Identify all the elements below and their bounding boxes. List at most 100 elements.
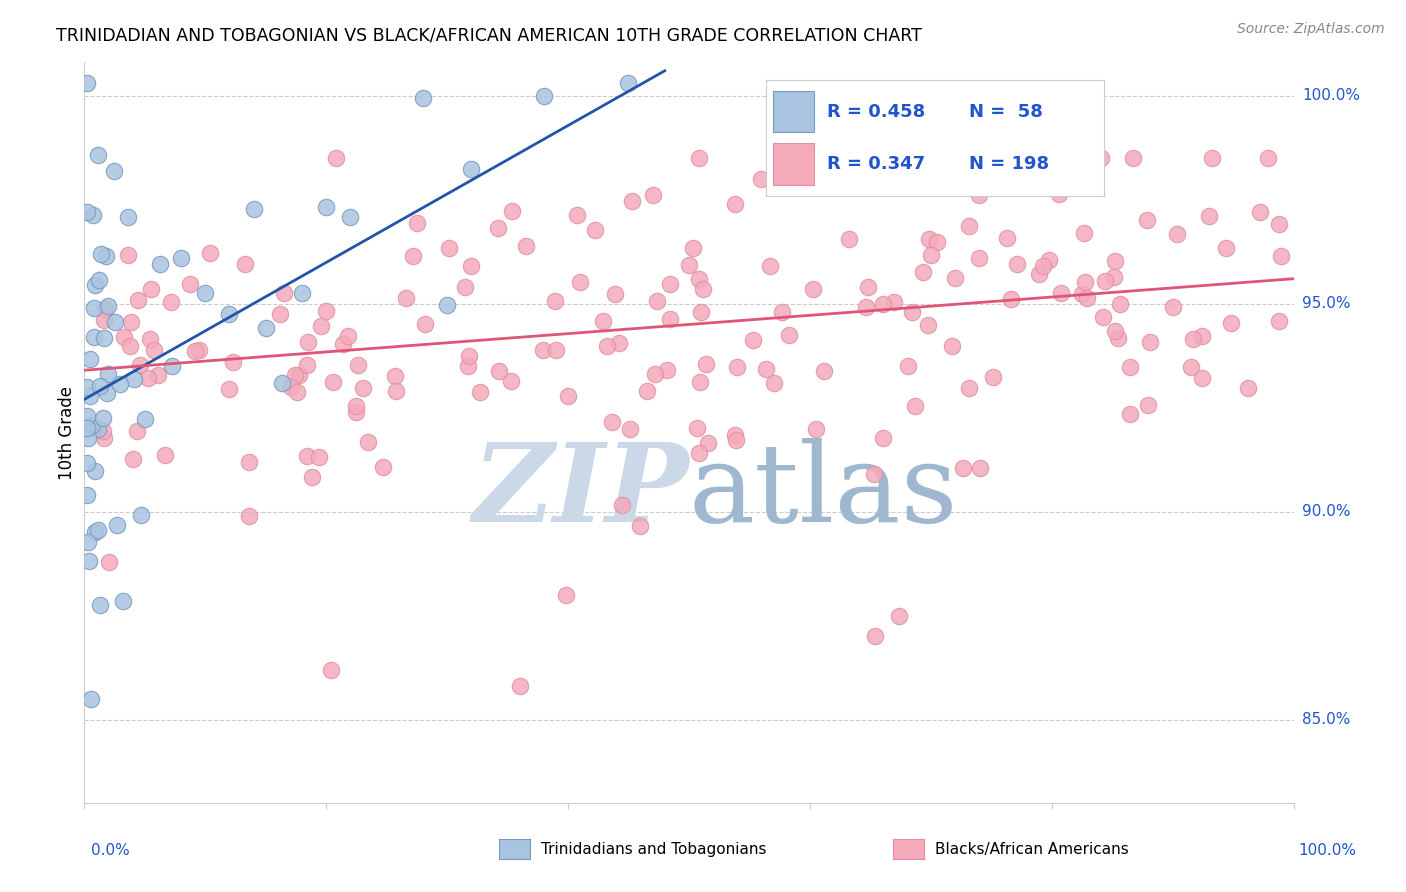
- Point: [103, 164, 125, 178]
- Point: [117, 211, 139, 225]
- Point: [315, 201, 337, 215]
- Point: [1028, 267, 1050, 281]
- Point: [1090, 151, 1112, 165]
- Point: [686, 420, 709, 434]
- Point: [76, 205, 98, 219]
- Point: [96, 385, 118, 400]
- Point: [76, 431, 98, 445]
- Point: [1161, 301, 1184, 315]
- Point: [80, 691, 103, 706]
- Point: [332, 337, 354, 351]
- Point: [84, 464, 107, 478]
- Point: [131, 508, 153, 522]
- Point: [395, 292, 418, 306]
- Point: [596, 339, 619, 353]
- Point: [76, 380, 98, 394]
- Point: [806, 422, 828, 436]
- Point: [770, 304, 793, 318]
- Point: [291, 286, 314, 301]
- Point: [87, 147, 110, 161]
- Point: [1038, 252, 1060, 267]
- Point: [1011, 151, 1033, 165]
- Point: [91, 410, 114, 425]
- Point: [1067, 154, 1090, 169]
- Point: [531, 343, 554, 357]
- Point: [238, 508, 260, 523]
- Point: [695, 357, 717, 371]
- Point: [1220, 316, 1243, 330]
- Text: 95.0%: 95.0%: [1302, 296, 1350, 311]
- Point: [813, 363, 835, 377]
- Point: [309, 319, 332, 334]
- Point: [617, 76, 640, 90]
- Point: [533, 89, 555, 103]
- Point: [856, 280, 879, 294]
- Point: [724, 427, 747, 442]
- Point: [97, 367, 120, 381]
- Point: [325, 151, 347, 165]
- Point: [344, 399, 367, 413]
- Point: [918, 231, 941, 245]
- Point: [557, 388, 579, 402]
- Point: [79, 352, 101, 367]
- Point: [280, 380, 302, 394]
- Point: [437, 241, 460, 255]
- Point: [218, 383, 240, 397]
- Point: [801, 282, 824, 296]
- Point: [284, 368, 307, 382]
- Point: [295, 358, 318, 372]
- Point: [82, 209, 104, 223]
- Point: [724, 197, 747, 211]
- Point: [981, 369, 1004, 384]
- Point: [486, 220, 509, 235]
- Point: [600, 415, 623, 429]
- Point: [659, 277, 682, 292]
- Point: [620, 194, 643, 209]
- Point: [957, 219, 980, 233]
- Point: [129, 359, 152, 373]
- Point: [336, 328, 359, 343]
- Point: [1249, 205, 1271, 219]
- Point: [87, 524, 110, 538]
- Point: [546, 343, 568, 358]
- Point: [1191, 329, 1213, 343]
- Point: [122, 372, 145, 386]
- Point: [943, 270, 966, 285]
- Point: [883, 295, 905, 310]
- Point: [1047, 187, 1070, 202]
- Text: N =  58: N = 58: [969, 103, 1043, 120]
- Point: [969, 461, 991, 475]
- Point: [863, 467, 886, 481]
- Point: [607, 335, 630, 350]
- Point: [346, 358, 368, 372]
- Point: [1049, 286, 1071, 301]
- Point: [288, 368, 311, 382]
- Point: [194, 286, 217, 301]
- Point: [315, 304, 337, 318]
- Point: [1191, 371, 1213, 385]
- Point: [1005, 257, 1028, 271]
- Point: [160, 359, 183, 373]
- Point: [285, 385, 308, 400]
- Point: [76, 76, 98, 90]
- Point: [233, 257, 256, 271]
- Point: [91, 424, 114, 438]
- Point: [501, 374, 523, 388]
- Point: [755, 362, 778, 376]
- Point: [93, 331, 115, 345]
- Point: [1000, 293, 1022, 307]
- Point: [79, 389, 101, 403]
- Text: Trinidadians and Tobagonians: Trinidadians and Tobagonians: [541, 842, 766, 856]
- Point: [1032, 259, 1054, 273]
- Point: [1104, 325, 1126, 339]
- Point: [800, 168, 823, 182]
- Point: [696, 436, 718, 450]
- Point: [1122, 151, 1144, 165]
- Point: [413, 317, 436, 331]
- Point: [143, 343, 166, 357]
- Point: [688, 445, 710, 459]
- Point: [127, 425, 149, 439]
- Point: [1022, 169, 1045, 183]
- Point: [76, 456, 98, 470]
- Point: [139, 282, 162, 296]
